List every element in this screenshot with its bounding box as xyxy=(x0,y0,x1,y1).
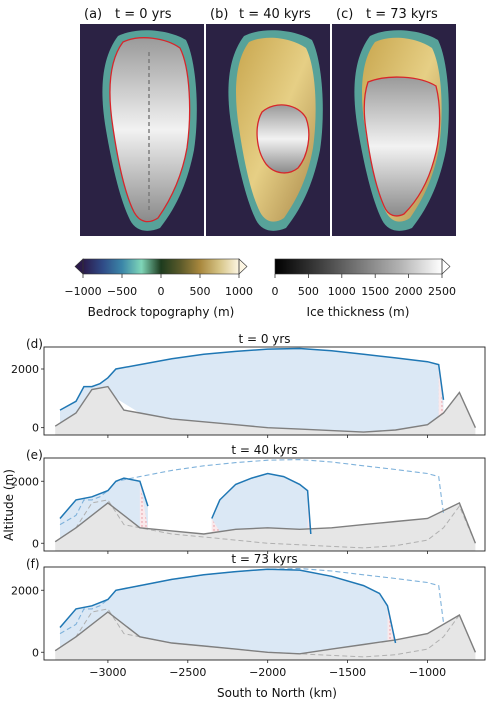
ground-area xyxy=(55,386,476,435)
colorbar-tick-label: 2500 xyxy=(428,285,456,298)
profile-panel-title: t = 73 kyrs xyxy=(231,552,297,566)
x-tick-label: −2000 xyxy=(249,666,286,679)
colorbar-bar xyxy=(83,259,239,274)
colorbar-tick-label: −500 xyxy=(107,285,137,298)
ground-area xyxy=(55,612,476,660)
y-tick-label: 0 xyxy=(32,422,39,435)
map-panel-time: t = 73 kyrs xyxy=(366,7,438,22)
bedrock-line xyxy=(54,501,477,544)
axes-frame xyxy=(43,346,486,436)
map-panel-a: (a) t = 0 yrs xyxy=(80,7,204,236)
colorbar-bedrock: −1000 −500 0 500 1000 Bedrock topography (m) xyxy=(64,258,253,319)
map-panel-time: t = 0 yrs xyxy=(115,7,172,22)
ice-surface-line xyxy=(211,472,312,535)
floating-ice-area xyxy=(139,481,148,529)
y-tick-label: 0 xyxy=(32,646,39,659)
ice-area xyxy=(60,478,148,539)
map-panel-b: (b) t = 40 kyrs xyxy=(206,7,330,236)
colorbar-tick-label: 1000 xyxy=(225,285,253,298)
colorbar-tick-label: 500 xyxy=(190,285,211,298)
ice-surface-line xyxy=(59,347,445,411)
axes-frame xyxy=(43,457,486,552)
map-panel-label: (a) xyxy=(84,7,102,22)
colorbar-tick-label: 1000 xyxy=(328,285,356,298)
profile-panel-label: (f) xyxy=(26,557,40,571)
colorbar-extend-low xyxy=(74,258,84,275)
x-tick-label: −3000 xyxy=(89,666,126,679)
profile-panel-title: t = 0 yrs xyxy=(238,332,290,346)
map-panel-c: (c) t = 73 kyrs xyxy=(332,7,456,236)
colorbar-label: Ice thickness (m) xyxy=(307,305,410,319)
ice-sheet-map xyxy=(256,104,310,174)
ice-sheet-map xyxy=(363,76,441,217)
colorbar-extend-high xyxy=(238,258,248,275)
ground-area xyxy=(55,502,476,551)
colorbar-label: Bedrock topography (m) xyxy=(88,305,235,319)
ice-surface-line xyxy=(59,477,149,519)
profile-panel-label: (d) xyxy=(26,337,43,351)
x-tick-label: −1000 xyxy=(409,666,446,679)
y-tick-label: 2000 xyxy=(11,363,39,376)
x-tick-label: −2500 xyxy=(169,666,206,679)
colorbar-tick-label: 0 xyxy=(272,285,279,298)
ice-area xyxy=(60,348,444,433)
profile-panel-e: 0 2000 (e) t = 40 kyrs xyxy=(11,443,486,554)
profile-panel-title: t = 40 kyrs xyxy=(231,443,297,457)
map-panel-label: (b) xyxy=(210,7,228,22)
colorbar-tick-label: 2000 xyxy=(395,285,423,298)
bedrock-line xyxy=(54,611,477,655)
ice-surface-line xyxy=(59,568,397,644)
bedrock-line xyxy=(54,385,477,433)
ice-area xyxy=(211,473,311,534)
profile-panel-label: (e) xyxy=(26,448,43,462)
ice-area xyxy=(60,569,396,654)
map-panel-label: (c) xyxy=(336,7,353,22)
colorbar-ice: 0 500 1000 1500 2000 2500 Ice thickness (m) xyxy=(272,258,456,319)
reference-bedrock-line xyxy=(54,499,476,549)
profile-panels: 0 2000 (d) t = 0 yrs 0 2000 (e) t = 40 kyrs 0 200… xyxy=(11,332,486,679)
reference-bedrock-line xyxy=(54,608,476,658)
colorbar-tick-label: 500 xyxy=(298,285,319,298)
axes-frame xyxy=(43,566,486,661)
reference-surface-line xyxy=(59,459,445,526)
colorbar-ticks: 0 500 1000 1500 2000 2500 xyxy=(272,274,456,298)
colorbar-tick-label: 0 xyxy=(158,285,165,298)
floating-ice-area xyxy=(211,518,220,533)
y-axis-label: Altitude (m) xyxy=(2,469,16,541)
y-tick-label: 2000 xyxy=(11,584,39,597)
colorbar-tick-label: 1500 xyxy=(361,285,389,298)
y-tick-label: 0 xyxy=(32,537,39,550)
map-panel-time: t = 40 kyrs xyxy=(239,7,311,22)
x-tick-label: −1500 xyxy=(329,666,366,679)
colorbar-ticks: −1000 −500 0 500 1000 xyxy=(64,274,253,298)
ice-sheet-map xyxy=(109,37,191,223)
y-tick-label: 2000 xyxy=(11,475,39,488)
profile-panel-d: 0 2000 (d) t = 0 yrs xyxy=(11,332,486,438)
colorbar-extend-high xyxy=(441,258,451,275)
profile-panel-f: 0 2000 −3000 −2500 −2000 −1500 −1000 (f) t = 73 … xyxy=(11,552,486,679)
colorbar-bar xyxy=(275,259,442,274)
x-axis-label: South to North (km) xyxy=(217,686,337,700)
colorbar-tick-label: −1000 xyxy=(64,285,101,298)
